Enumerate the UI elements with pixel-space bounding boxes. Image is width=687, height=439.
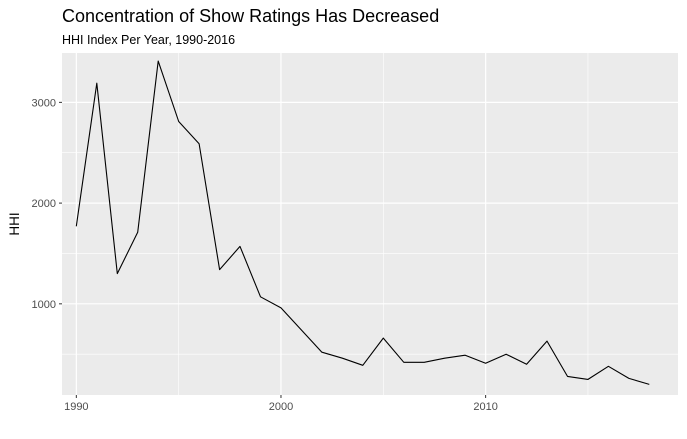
plot-panel (62, 53, 678, 395)
x-tick-label: 2010 (473, 401, 497, 413)
series-line (75, 60, 650, 385)
chart-title: Concentration of Show Ratings Has Decrea… (62, 6, 440, 26)
y-tick-label: 2000 (32, 198, 56, 210)
y-tick-label: 1000 (32, 299, 56, 311)
x-tick-label: 2000 (269, 401, 293, 413)
y-axis-label: HHI (7, 212, 22, 235)
chart-subtitle: HHI Index Per Year, 1990-2016 (62, 33, 236, 47)
y-tick-label: 3000 (32, 97, 56, 109)
x-tick-label: 1990 (64, 401, 88, 413)
